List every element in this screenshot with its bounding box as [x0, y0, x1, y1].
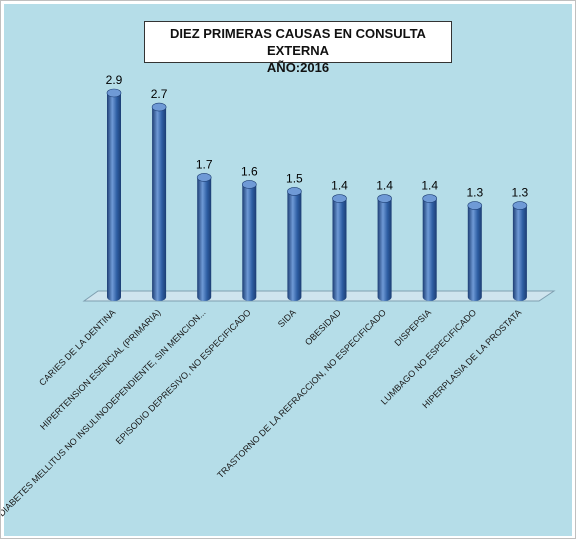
- bar: [467, 201, 483, 301]
- bar: [106, 88, 122, 301]
- bar-body: [152, 107, 167, 301]
- chart-title: DIEZ PRIMERAS CAUSAS EN CONSULTA EXTERNA: [170, 26, 426, 58]
- data-label: 1.3: [512, 186, 529, 200]
- data-label: 1.3: [466, 186, 483, 200]
- category-tick-label: OBESIDAD: [303, 307, 343, 347]
- bar: [377, 194, 392, 301]
- data-label: 1.4: [376, 179, 393, 193]
- bar: [196, 173, 212, 301]
- bar-top: [467, 201, 483, 210]
- bar-body: [332, 198, 347, 301]
- bar: [422, 194, 438, 301]
- category-tick-label: LUMBAGO NO ESPECIFICADO: [379, 307, 478, 406]
- bar-body: [377, 198, 392, 301]
- bar-top: [332, 194, 347, 203]
- category-tick-label: TRASTORNO DE LA REFRACCION, NO ESPECIFIC…: [215, 307, 388, 480]
- category-tick-label: SIDA: [276, 307, 298, 329]
- bar: [332, 194, 347, 301]
- bar-body: [287, 191, 302, 301]
- bar-body: [467, 205, 482, 301]
- bar: [242, 180, 257, 301]
- bar-top: [377, 194, 392, 203]
- data-label: 1.4: [331, 179, 348, 193]
- data-label: 2.7: [151, 87, 168, 101]
- bar-top: [196, 173, 212, 182]
- category-tick-label: DIABETES MELLITUS NO INSULINODEPENDIENTE…: [1, 307, 208, 518]
- bar-top: [287, 187, 302, 196]
- bar-body: [422, 198, 437, 301]
- chart-title-box: DIEZ PRIMERAS CAUSAS EN CONSULTA EXTERNA…: [144, 21, 452, 75]
- data-label: 1.4: [421, 179, 438, 193]
- category-tick-label: HIPERPLASIA DE LA PROSTATA: [420, 307, 523, 410]
- bar: [287, 187, 302, 301]
- bar-body: [242, 184, 257, 301]
- bar-top: [242, 180, 257, 189]
- category-tick-label: CARIES DE LA DENTINA: [37, 307, 117, 387]
- bar-top: [106, 88, 122, 98]
- bar-body: [107, 93, 121, 301]
- bar-body: [512, 205, 527, 301]
- bar-top: [151, 102, 167, 112]
- data-label: 1.7: [196, 157, 213, 171]
- bar: [151, 102, 167, 301]
- bar-top: [422, 194, 438, 203]
- category-tick-label: DISPEPSIA: [392, 307, 433, 348]
- data-label: 1.6: [241, 164, 258, 178]
- bar-body: [197, 177, 212, 301]
- bar-top: [512, 201, 528, 210]
- data-label: 1.5: [286, 171, 303, 185]
- chart-subtitle: AÑO:2016: [266, 60, 330, 75]
- data-label: 2.9: [106, 73, 123, 87]
- bar: [512, 201, 528, 301]
